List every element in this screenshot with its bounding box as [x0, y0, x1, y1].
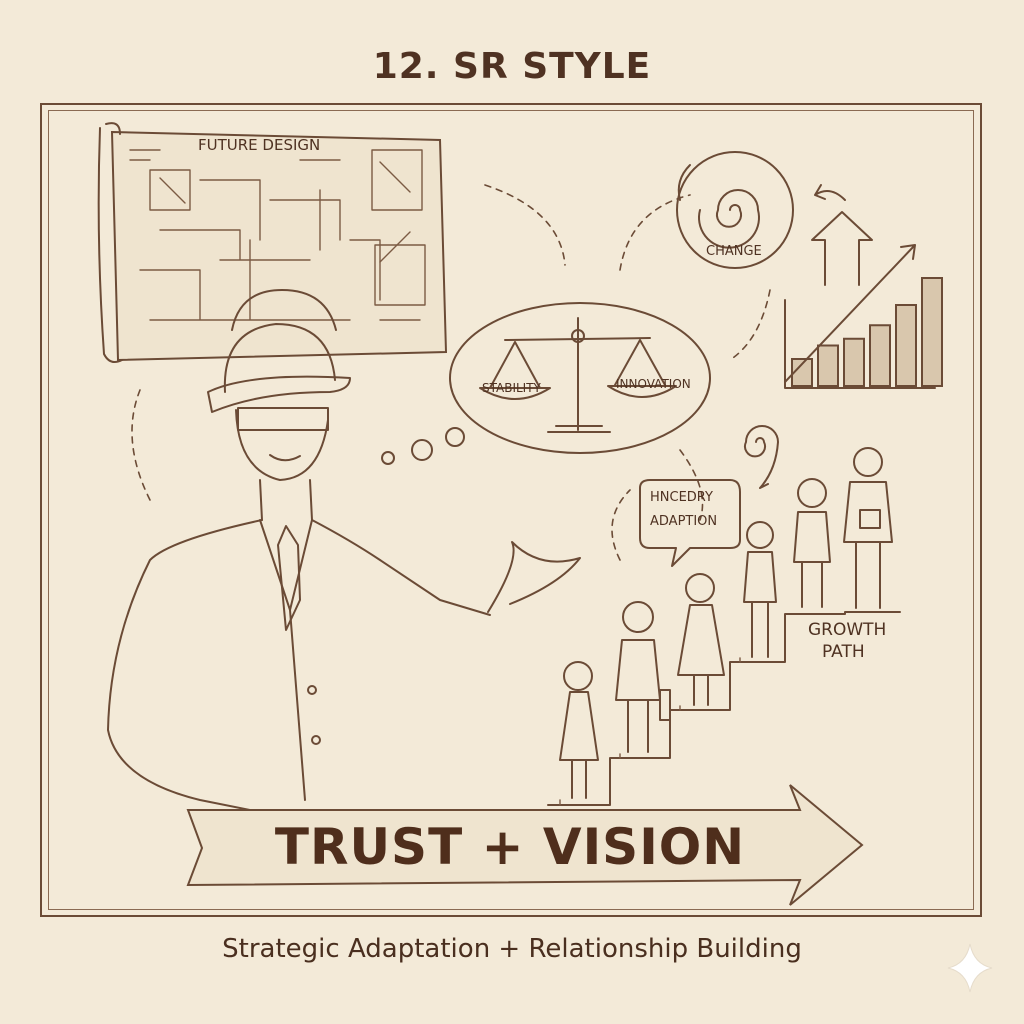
page-subtitle: Strategic Adaptation + Relationship Buil…: [222, 934, 802, 964]
blueprint-label: FUTURE DESIGN: [198, 136, 321, 154]
dashed-arrow: [131, 389, 151, 501]
speech-bubble: [639, 479, 741, 567]
helmet-icon: [207, 375, 351, 413]
dashed-arrow: [484, 184, 566, 266]
small-spiral-icon: [744, 425, 779, 489]
scale-icon: [479, 317, 677, 433]
dashed-arrow: [611, 489, 631, 561]
speech-line-1: HNCEDRY: [650, 490, 713, 505]
banner-text: TRUST + VISION: [274, 818, 746, 876]
growth-line-1: GROWTH: [808, 620, 887, 640]
thought-bubble: [381, 302, 711, 465]
chart-bar-5: [895, 304, 917, 387]
inner-frame: [48, 110, 974, 910]
chart-bar-6: [921, 277, 943, 387]
staircase: [547, 611, 901, 806]
engineer-figure: [107, 289, 581, 813]
dashed-arrow: [619, 194, 691, 271]
outer-frame: [40, 103, 982, 917]
spiral-label: CHANGE: [706, 244, 762, 259]
chart-bar-4: [869, 324, 891, 387]
dashed-arrow: [679, 449, 704, 521]
growth-bar-chart: [784, 244, 943, 389]
dashed-arrow: [729, 289, 771, 361]
growth-line-2: PATH: [822, 642, 865, 662]
chart-bar-2: [817, 344, 839, 387]
spiral-icon: [676, 151, 794, 269]
team-members: [559, 447, 893, 799]
page-title: 12. SR STYLE: [372, 46, 652, 87]
sparkle-icon: [947, 943, 993, 993]
scale-right-label: INNOVATION: [616, 377, 691, 391]
chart-bar-1: [791, 358, 813, 387]
scale-left-label: STABILITY: [482, 381, 541, 395]
chart-bar-3: [843, 337, 865, 387]
blueprint-scroll: [97, 122, 448, 363]
speech-line-2: ADAPTION: [650, 514, 718, 529]
up-arrow-icon: [811, 184, 873, 286]
banner-arrow: [186, 784, 864, 906]
